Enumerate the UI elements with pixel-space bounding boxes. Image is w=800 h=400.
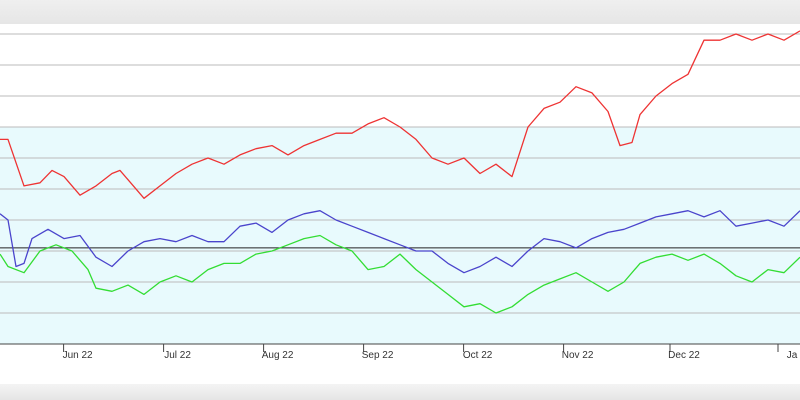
x-tick-label: Ja: [787, 350, 798, 361]
series-line-1: [0, 30, 800, 199]
x-tick-label: Aug 22: [262, 350, 294, 361]
chart-svg: Jun 22 Jul 22 Aug 22 Sep 22 Oct 22 Nov 22 Dec …: [0, 30, 800, 361]
bottom-strip: [0, 384, 800, 400]
x-tick-label: Nov 22: [562, 350, 594, 361]
x-tick-label: Jun 22: [63, 350, 93, 361]
top-toolbar-strip: [0, 0, 800, 24]
x-tick-label: Dec 22: [668, 350, 700, 361]
x-tick-label: Sep 22: [362, 350, 394, 361]
x-tick-label: Oct 22: [463, 350, 493, 361]
series-line-3: [0, 234, 800, 314]
series-line-2: [0, 210, 800, 274]
x-tick-label: Jul 22: [164, 350, 191, 361]
line-chart: Jun 22 Jul 22 Aug 22 Sep 22 Oct 22 Nov 22 Dec …: [0, 24, 800, 384]
background-band: [0, 127, 800, 344]
